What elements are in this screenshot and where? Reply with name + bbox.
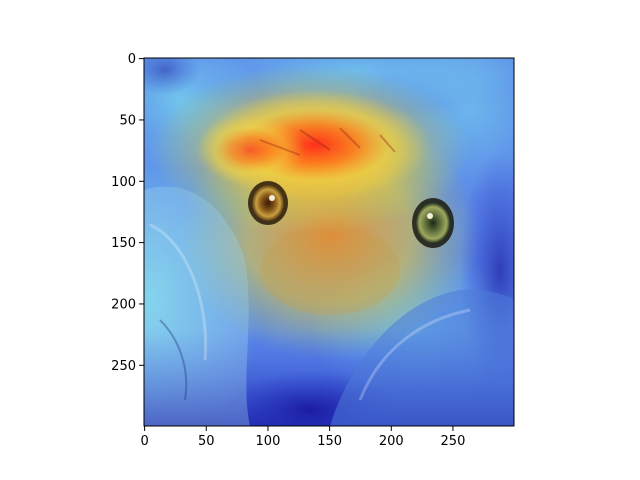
y-tick-label: 100 [111, 175, 136, 190]
x-tick-label: 50 [198, 434, 215, 449]
x-tick-label: 250 [441, 434, 466, 449]
y-tick-label: 200 [111, 297, 136, 312]
y-tick-label: 50 [119, 113, 136, 128]
x-tick-label: 100 [256, 434, 281, 449]
x-tick-label: 150 [317, 434, 342, 449]
x-tick-label: 0 [140, 434, 148, 449]
y-axis: 0 50 100 150 200 250 [111, 52, 144, 374]
x-axis: 0 50 100 150 200 250 [140, 426, 465, 449]
heatmap-image [144, 58, 514, 426]
y-tick-label: 150 [111, 236, 136, 251]
x-tick-label: 200 [379, 434, 404, 449]
y-tick-label: 250 [111, 359, 136, 374]
y-tick-label: 0 [128, 52, 136, 67]
axes-frame [143, 57, 515, 427]
